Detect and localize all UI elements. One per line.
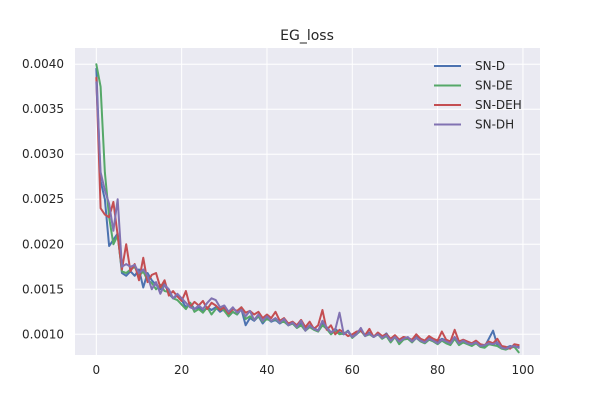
y-tick-label: 0.0040: [22, 57, 64, 71]
x-tick-label: 60: [345, 363, 360, 377]
tick-labels: 0 20 40 60 80 100 0.0010 0.0015 0.0020 0.0025 0.00…: [22, 57, 534, 377]
x-tick-label: 80: [430, 363, 445, 377]
legend-label: SN-D: [475, 59, 505, 73]
plot-area: [75, 48, 540, 355]
legend-label: SN-DEH: [475, 98, 522, 112]
legend-item-sn-deh: SN-DEH: [434, 98, 522, 112]
x-tick-label: 20: [174, 363, 189, 377]
series-lines: [95, 63, 520, 354]
y-tick-label: 0.0030: [22, 147, 64, 161]
x-tick-label: 0: [93, 363, 101, 377]
series-line-sn-dh: [95, 81, 520, 350]
x-tick-label: 40: [259, 363, 274, 377]
y-tick-label: 0.0015: [22, 282, 64, 296]
legend-label: SN-DE: [475, 79, 513, 93]
y-tick-label: 0.0010: [22, 327, 64, 341]
grid: [75, 48, 540, 355]
legend-item-sn-dh: SN-DH: [434, 118, 514, 132]
legend-item-sn-de: SN-DE: [434, 79, 513, 93]
y-tick-label: 0.0025: [22, 192, 64, 206]
y-tick-label: 0.0020: [22, 237, 64, 251]
legend: SN-D SN-DE SN-DEH SN-DH: [434, 59, 522, 132]
y-tick-label: 0.0035: [22, 102, 64, 116]
legend-label: SN-DH: [475, 118, 514, 132]
legend-item-sn-d: SN-D: [434, 59, 505, 73]
chart-title: EG_loss: [280, 28, 334, 44]
x-tick-label: 100: [511, 363, 534, 377]
